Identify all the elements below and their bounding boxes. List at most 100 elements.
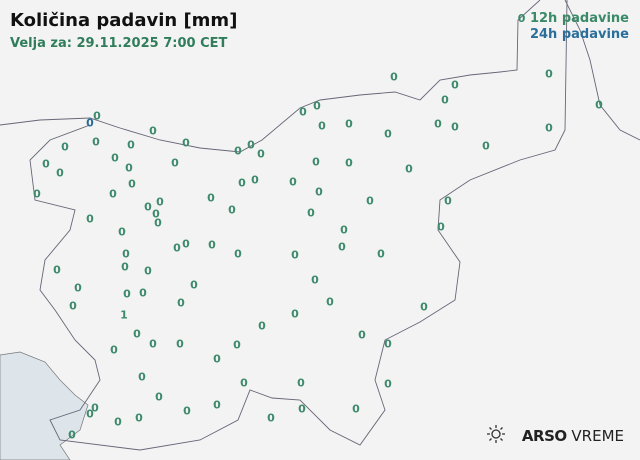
- station-value-12h: 0: [86, 407, 94, 421]
- station-value-12h: 0: [420, 300, 428, 314]
- station-value-12h: 0: [139, 286, 147, 300]
- station-value-12h: 0: [42, 157, 50, 171]
- station-value-24h: 0: [86, 116, 94, 130]
- sea: [0, 351, 89, 460]
- sun-icon: [486, 424, 506, 448]
- station-value-12h: 0: [267, 411, 275, 425]
- station-value-12h: 0: [69, 299, 77, 313]
- station-value-12h: 0: [258, 319, 266, 333]
- station-value-12h: 0: [149, 124, 157, 138]
- station-value-12h: 0: [390, 70, 398, 84]
- station-value-12h: 0: [127, 138, 135, 152]
- station-value-12h: 0: [338, 240, 346, 254]
- station-value-12h: 1: [120, 308, 128, 322]
- station-value-12h: 0: [183, 404, 191, 418]
- country-border: [564, 0, 640, 141]
- legend-24h: 24h padavine: [529, 27, 629, 42]
- station-value-12h: 0: [118, 225, 126, 239]
- station-value-12h: 0: [190, 278, 198, 292]
- station-value-12h: 0: [298, 402, 306, 416]
- station-value-12h: 0: [114, 415, 122, 429]
- station-value-12h: 0: [482, 139, 490, 153]
- station-value-12h: 0: [138, 370, 146, 384]
- station-value-12h: 0: [384, 127, 392, 141]
- station-value-12h: 0: [144, 264, 152, 278]
- station-value-12h: 0: [345, 117, 353, 131]
- station-value-12h: 0: [289, 175, 297, 189]
- station-value-12h: 0: [366, 194, 374, 208]
- station-value-12h: 0: [182, 237, 190, 251]
- station-value-12h: 0: [318, 119, 326, 133]
- station-value-12h: 0: [233, 338, 241, 352]
- legend: 0 12h padavine 24h padavine: [518, 11, 629, 43]
- station-value-12h: 0: [91, 401, 99, 415]
- logo-product: VREME: [571, 427, 624, 445]
- legend-12h: 12h padavine: [529, 11, 629, 26]
- station-value-12h: 0: [68, 428, 76, 442]
- station-value-12h: 0: [441, 93, 449, 107]
- logo-brand: ARSO: [521, 427, 567, 445]
- station-value-12h: 0: [238, 176, 246, 190]
- station-value-12h: 0: [307, 206, 315, 220]
- station-value-12h: 0: [326, 295, 334, 309]
- station-value-12h: 0: [53, 263, 61, 277]
- station-value-12h: 0: [61, 140, 69, 154]
- station-value-12h: 0: [182, 136, 190, 150]
- station-value-12h: 0: [313, 99, 321, 113]
- station-value-12h: 0: [93, 109, 101, 123]
- station-value-12h: 0: [595, 98, 603, 112]
- station-value-12h: 0: [133, 327, 141, 341]
- station-value-12h: 0: [257, 147, 265, 161]
- station-value-12h: 0: [135, 411, 143, 425]
- station-value-12h: 0: [213, 398, 221, 412]
- station-value-12h: 0: [352, 402, 360, 416]
- arso-logo: ARSO VREME: [486, 424, 624, 448]
- station-value-12h: 0: [311, 273, 319, 287]
- station-value-12h: 0: [312, 155, 320, 169]
- station-value-12h: 0: [377, 247, 385, 261]
- station-value-12h: 0: [444, 194, 452, 208]
- station-value-12h: 0: [176, 337, 184, 351]
- station-value-12h: 0: [92, 135, 100, 149]
- station-value-12h: 0: [405, 162, 413, 176]
- valid-time: Velja za: 29.11.2025 7:00 CET: [10, 36, 228, 51]
- station-value-12h: 0: [240, 376, 248, 390]
- station-value-12h: 0: [121, 260, 129, 274]
- station-value-12h: 0: [74, 281, 82, 295]
- station-value-12h: 0: [152, 207, 160, 221]
- station-value-12h: 0: [315, 185, 323, 199]
- station-value-12h: 0: [234, 144, 242, 158]
- station-value-12h: 0: [345, 156, 353, 170]
- station-value-12h: 0: [228, 203, 236, 217]
- station-value-12h: 0: [299, 105, 307, 119]
- station-value-12h: 0: [177, 296, 185, 310]
- station-value-12h: 0: [173, 241, 181, 255]
- station-value-12h: 0: [144, 200, 152, 214]
- station-value-12h: 0: [247, 138, 255, 152]
- country-border: [29, 0, 568, 451]
- station-value-12h: 0: [434, 117, 442, 131]
- country-border: [0, 0, 541, 153]
- station-value-12h: 0: [358, 328, 366, 342]
- station-value-12h: 0: [208, 238, 216, 252]
- station-value-12h: 0: [213, 352, 221, 366]
- station-value-12h: 0: [340, 223, 348, 237]
- station-value-12h: 0: [33, 187, 41, 201]
- station-value-12h: 0: [86, 212, 94, 226]
- station-value-12h: 0: [110, 343, 118, 357]
- station-value-12h: 0: [207, 191, 215, 205]
- station-value-12h: 0: [171, 156, 179, 170]
- station-value-12h: 0: [109, 187, 117, 201]
- station-value-12h: 0: [297, 376, 305, 390]
- station-value-12h: 0: [111, 151, 119, 165]
- station-value-12h: 0: [56, 166, 64, 180]
- station-value-12h: 0: [149, 337, 157, 351]
- station-value-12h: 0: [451, 78, 459, 92]
- station-value-12h: 0: [545, 121, 553, 135]
- station-value-12h: 0: [154, 216, 162, 230]
- station-value-12h: 0: [437, 220, 445, 234]
- station-value-12h: 0: [125, 161, 133, 175]
- station-value-12h: 0: [251, 173, 259, 187]
- station-value-12h: 0: [384, 337, 392, 351]
